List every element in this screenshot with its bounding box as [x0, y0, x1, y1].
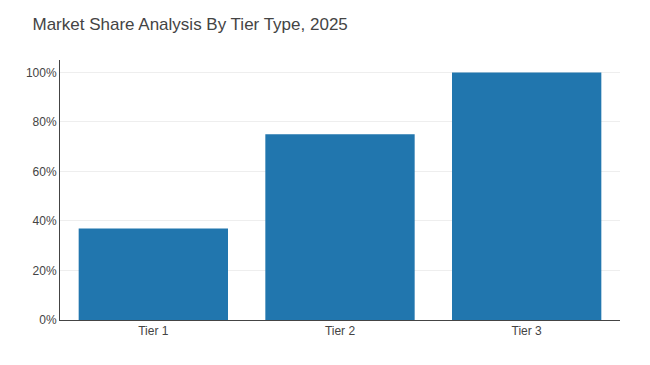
svg-text:100%: 100%: [26, 66, 57, 80]
svg-text:0%: 0%: [39, 313, 57, 327]
svg-text:40%: 40%: [33, 214, 57, 228]
svg-text:Market Share Analysis By Tier: Market Share Analysis By Tier Type, 2025: [33, 15, 348, 34]
svg-text:20%: 20%: [33, 264, 57, 278]
svg-text:Tier 2: Tier 2: [325, 324, 356, 338]
svg-text:Tier 1: Tier 1: [138, 324, 169, 338]
svg-text:80%: 80%: [33, 115, 57, 129]
svg-text:60%: 60%: [33, 165, 57, 179]
svg-text:Tier 3: Tier 3: [512, 324, 543, 338]
